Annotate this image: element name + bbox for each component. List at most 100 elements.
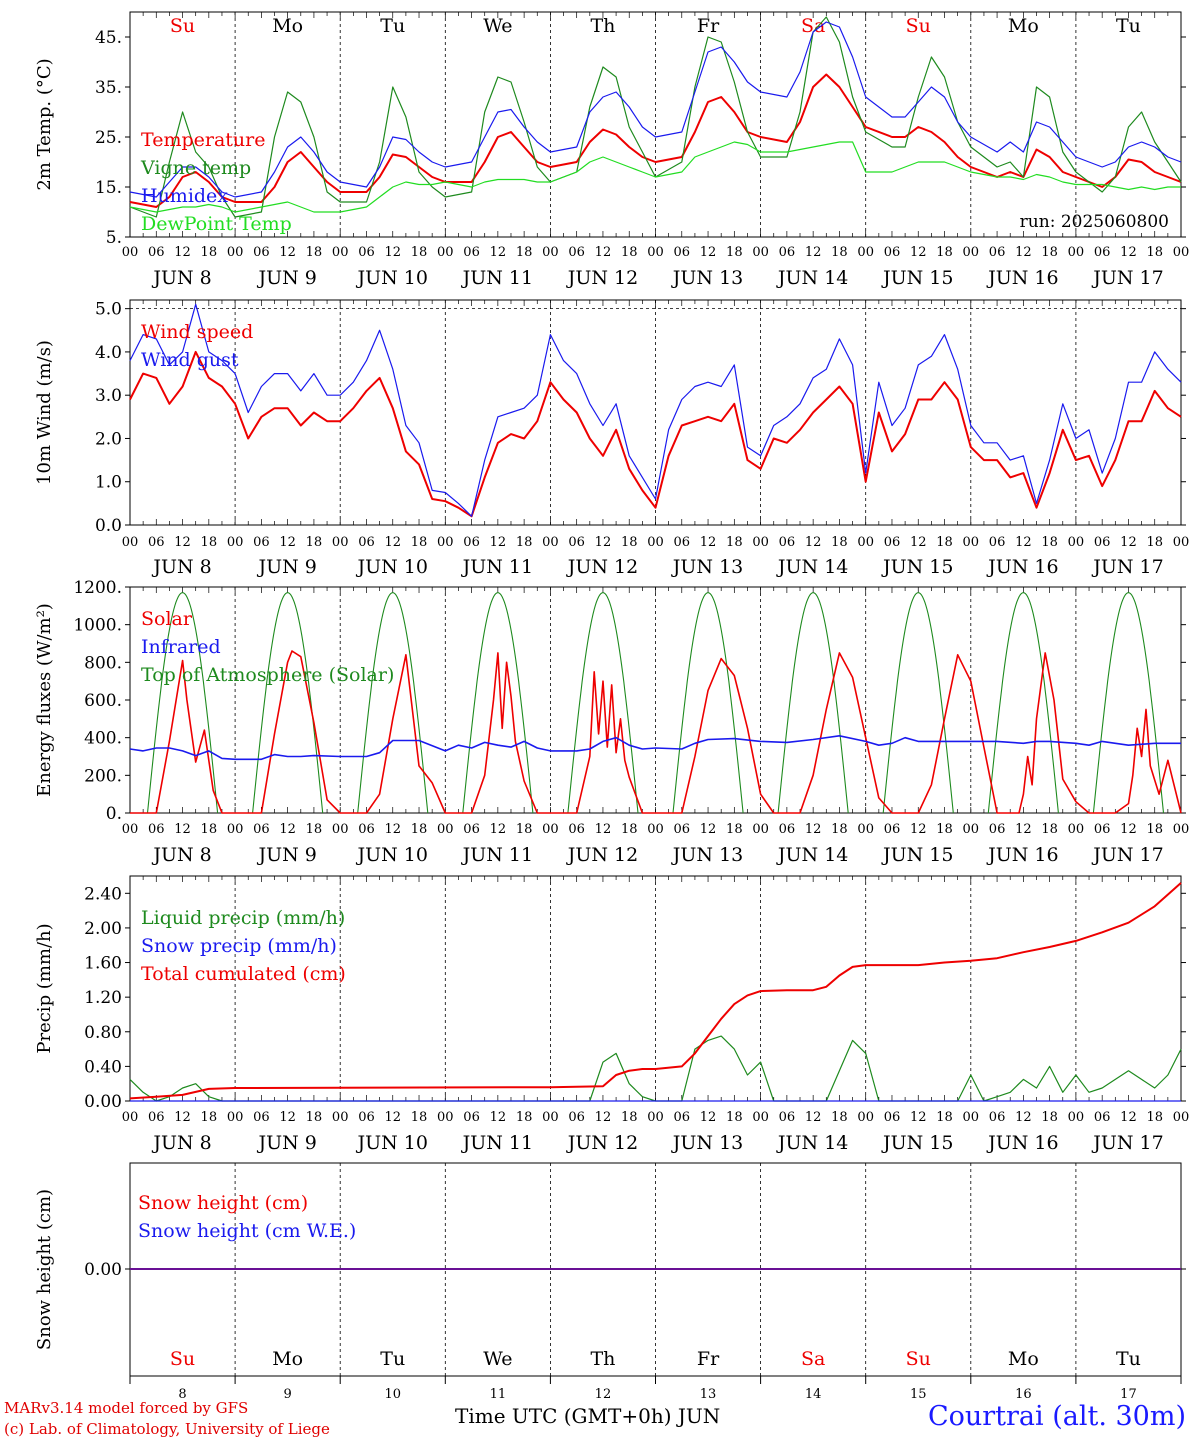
series-toa-solar-line — [672, 592, 744, 814]
panel-1-hour-label: 12 — [805, 245, 822, 260]
panel-2-date-label: JUN 8 — [151, 556, 211, 578]
panel-3-ylabel: Energy fluxes (W/m²) — [34, 603, 55, 797]
panel-1-hour-label: 18 — [936, 245, 953, 260]
panel-3-hour-label: 12 — [1120, 822, 1137, 837]
panel-1-hour-label: 12 — [279, 245, 296, 260]
panel-3-hour-label: 18 — [936, 822, 953, 837]
panel-1-hour-label: 18 — [201, 245, 218, 260]
panel-1-day-abbr: Su — [170, 15, 195, 37]
panel-5-day-abbr: Su — [906, 1348, 931, 1370]
panel-5-legend-entry: Snow height (cm) — [138, 1192, 308, 1214]
panel-1-day-abbr: Mo — [1008, 15, 1039, 37]
panel-3-date-label: JUN 9 — [256, 844, 316, 866]
panel-4-hour-label: 06 — [674, 1110, 691, 1125]
panel-4-ytick-label: 1.60 — [84, 954, 122, 974]
panel-1-date-label: JUN 16 — [986, 267, 1058, 289]
panel-2-hour-label: 12 — [910, 535, 927, 550]
panel-2-hour-label: 06 — [568, 535, 585, 550]
panel-4-hour-label: 00 — [437, 1110, 454, 1125]
panel-1-day-abbr: Sa — [801, 15, 825, 37]
panel-3-hour-label: 06 — [674, 822, 691, 837]
panel-4-hour-label: 12 — [1015, 1110, 1032, 1125]
panel-4-hour-label: 18 — [1041, 1110, 1058, 1125]
panel-4-hour-label: 18 — [1146, 1110, 1163, 1125]
panel-3-hour-label: 12 — [595, 822, 612, 837]
panel-3-date-label: JUN 15 — [881, 844, 953, 866]
panel-1-ytick-label: 5. — [106, 228, 122, 248]
panel-1-date-label: JUN 10 — [356, 267, 428, 289]
panel-1-date-label: JUN 13 — [671, 267, 743, 289]
panel-4-date-label: JUN 12 — [566, 1132, 638, 1154]
panel-5-day-number: 11 — [490, 1387, 507, 1402]
panel-3-hour-label: 00 — [1173, 822, 1190, 837]
panel-5-day-number: 14 — [805, 1387, 822, 1402]
panel-2-hour-label: 18 — [936, 535, 953, 550]
panel-4-hour-label: 18 — [726, 1110, 743, 1125]
panel-1-date-label: JUN 14 — [776, 267, 848, 289]
panel-3-hour-label: 12 — [700, 822, 717, 837]
panel-3-date-label: JUN 17 — [1091, 844, 1163, 866]
panel-4-hour-label: 00 — [542, 1110, 559, 1125]
panel-2-hour-label: 12 — [595, 535, 612, 550]
panel-1-legend-entry: Vigne temp — [140, 157, 251, 179]
series-toa-solar-line — [567, 592, 639, 814]
panel-3-hour-label: 00 — [332, 822, 349, 837]
panel-1-hour-label: 00 — [542, 245, 559, 260]
panel-3-hour-label: 00 — [227, 822, 244, 837]
panel-2-ytick-label: 4.0 — [95, 343, 122, 363]
panel-2-hour-label: 06 — [253, 535, 270, 550]
panel-2-hour-label: 06 — [989, 535, 1006, 550]
panel-4-hour-label: 12 — [700, 1110, 717, 1125]
panel-2-hour-label: 00 — [437, 535, 454, 550]
panel-4-hour-label: 06 — [253, 1110, 270, 1125]
panel-1-hour-label: 12 — [490, 245, 507, 260]
panel-5-day-number: 8 — [178, 1387, 186, 1402]
panel-1-hour-label: 18 — [726, 245, 743, 260]
panel-1-ytick-label: 35. — [95, 78, 122, 98]
panel-3-date-label: JUN 10 — [356, 844, 428, 866]
panel-2-hour-label: 00 — [1068, 535, 1085, 550]
panel-1-date-label: JUN 12 — [566, 267, 638, 289]
panel-5-legend-entry: Snow height (cm W.E.) — [138, 1220, 356, 1242]
panel-3-hour-label: 18 — [516, 822, 533, 837]
panel-2-hour-label: 18 — [621, 535, 638, 550]
panel-3-date-label: JUN 8 — [151, 844, 211, 866]
panel-4-hour-label: 06 — [884, 1110, 901, 1125]
series-temperature-line — [129, 73, 1182, 208]
panel-5-ylabel: Snow height (cm) — [34, 1189, 55, 1350]
panel-3-ytick-label: 600. — [84, 691, 122, 711]
panel-3-hour-label: 18 — [306, 822, 323, 837]
panel-2-hour-label: 00 — [542, 535, 559, 550]
panel-2-hour-label: 12 — [384, 535, 401, 550]
panel-4-legend-entry: Liquid precip (mm/h) — [141, 907, 345, 929]
panel-1-hour-label: 18 — [1146, 245, 1163, 260]
panel-4-ytick-label: 2.40 — [84, 884, 122, 904]
panel-1-day-abbr: Mo — [272, 15, 303, 37]
panel-5-day-abbr: Th — [590, 1348, 615, 1370]
series-solar-line — [130, 650, 1182, 814]
panel-1-hour-label: 00 — [122, 245, 139, 260]
panel-3-hour-label: 12 — [384, 822, 401, 837]
panel-4-hour-label: 00 — [122, 1110, 139, 1125]
panel-4-date-label: JUN 11 — [461, 1132, 533, 1154]
panel-2-hour-label: 00 — [647, 535, 664, 550]
panel-2-hour-label: 00 — [122, 535, 139, 550]
panel-4-date-label: JUN 16 — [986, 1132, 1058, 1154]
panel-1-hour-label: 00 — [227, 245, 244, 260]
panel-1-legend-entry: Temperature — [141, 129, 265, 151]
panel-1-hour-label: 06 — [253, 245, 270, 260]
panel-4-hour-label: 00 — [752, 1110, 769, 1125]
series-wind-speed-line — [129, 350, 1182, 518]
panel-4-date-label: JUN 14 — [776, 1132, 848, 1154]
panel-4-hour-label: 00 — [647, 1110, 664, 1125]
panel-5-day-abbr: Tu — [380, 1348, 405, 1370]
panel-3-hour-label: 06 — [1094, 822, 1111, 837]
panel-1-day-abbr: Tu — [1116, 15, 1141, 37]
panel-3-ytick-label: 800. — [84, 653, 122, 673]
panel-4-hour-label: 00 — [1173, 1110, 1190, 1125]
panel-1-hour-label: 12 — [1015, 245, 1032, 260]
panel-2-date-label: JUN 11 — [461, 556, 533, 578]
panel-4-hour-label: 00 — [332, 1110, 349, 1125]
panel-3-hour-label: 06 — [463, 822, 480, 837]
